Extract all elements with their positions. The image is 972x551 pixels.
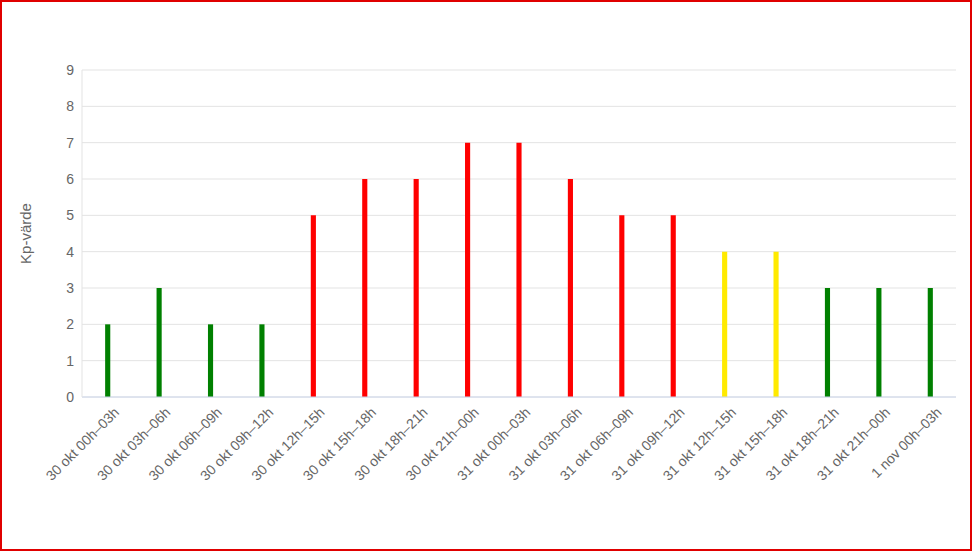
svg-text:0: 0: [66, 389, 74, 405]
svg-text:31 okt 12h–15h: 31 okt 12h–15h: [659, 404, 739, 484]
svg-text:8: 8: [66, 98, 74, 114]
svg-text:30 okt 09h–12h: 30 okt 09h–12h: [196, 404, 277, 484]
svg-text:31 okt 15h–18h: 31 okt 15h–18h: [710, 404, 791, 484]
svg-text:30 okt 18h–21h: 30 okt 18h–21h: [351, 404, 431, 484]
svg-text:30 okt 06h–09h: 30 okt 06h–09h: [145, 404, 225, 484]
svg-text:6: 6: [66, 171, 74, 187]
svg-text:7: 7: [66, 135, 74, 151]
svg-text:31 okt 06h–09h: 31 okt 06h–09h: [556, 404, 637, 484]
svg-text:31 okt 21h–00h: 31 okt 21h–00h: [813, 404, 894, 484]
svg-text:30 okt 21h–00h: 30 okt 21h–00h: [402, 404, 482, 484]
svg-text:30 okt 00h–03h: 30 okt 00h–03h: [42, 404, 123, 484]
svg-text:31 okt 09h–12h: 31 okt 09h–12h: [608, 404, 688, 484]
svg-text:30 okt 12h–15h: 30 okt 12h–15h: [248, 404, 328, 484]
svg-text:2: 2: [66, 316, 74, 332]
svg-text:4: 4: [66, 244, 74, 260]
svg-text:31 okt 18h–21h: 31 okt 18h–21h: [762, 404, 842, 484]
svg-text:31 okt 03h–06h: 31 okt 03h–06h: [505, 404, 585, 484]
svg-text:1 nov 00h–03h: 1 nov 00h–03h: [868, 404, 945, 481]
svg-text:1: 1: [66, 353, 74, 369]
svg-text:5: 5: [66, 207, 74, 223]
svg-text:Kp-värde: Kp-värde: [17, 203, 34, 264]
svg-text:9: 9: [66, 62, 74, 78]
svg-text:31 okt 00h–03h: 31 okt 00h–03h: [453, 404, 534, 484]
svg-text:30 okt 03h–06h: 30 okt 03h–06h: [93, 404, 174, 484]
svg-text:3: 3: [66, 280, 74, 296]
svg-text:30 okt 15h–18h: 30 okt 15h–18h: [299, 404, 380, 484]
